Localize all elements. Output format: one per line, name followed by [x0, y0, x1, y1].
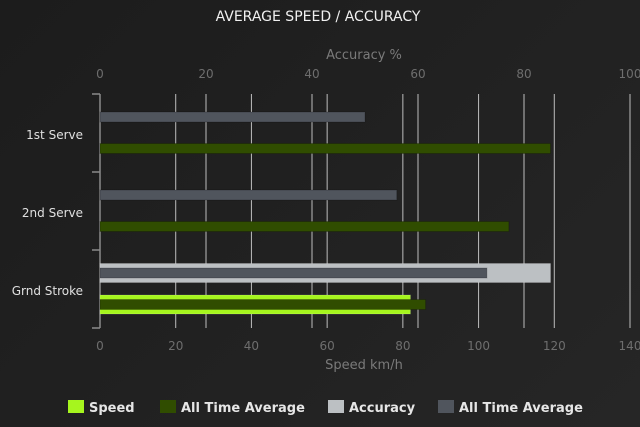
speed-tick-label: 80	[395, 339, 410, 353]
category-label: Grnd Stroke	[12, 284, 83, 298]
accuracy-tick-label: 20	[198, 67, 213, 81]
speed-tick-label: 120	[543, 339, 566, 353]
bar-speed-average	[99, 299, 427, 310]
accuracy-tick-label: 60	[410, 67, 425, 81]
accuracy-tick-label: 0	[96, 67, 104, 81]
accuracy-tick-label: 80	[516, 67, 531, 81]
category-label: 2nd Serve	[22, 206, 83, 220]
legend-swatch	[68, 400, 84, 413]
bar-accuracy-average	[99, 111, 366, 123]
category-label: 1st Serve	[26, 128, 83, 142]
chart-title: AVERAGE SPEED / ACCURACY	[216, 9, 421, 25]
legend-item: Speed	[68, 400, 135, 416]
legend-label: Accuracy	[349, 401, 416, 416]
speed-tick-label: 100	[467, 339, 490, 353]
legend-item: All Time Average	[438, 400, 583, 416]
legend-label: Speed	[89, 401, 135, 416]
bar-speed-average	[99, 221, 510, 232]
legend-label: All Time Average	[459, 401, 583, 416]
legend-swatch	[328, 400, 344, 413]
legend-item: Accuracy	[328, 400, 416, 416]
speed-axis-label: Speed km/h	[325, 358, 403, 373]
speed-tick-label: 40	[244, 339, 259, 353]
bar-accuracy-average	[99, 189, 398, 201]
speed-tick-label: 0	[96, 339, 104, 353]
accuracy-tick-label: 100	[619, 67, 640, 81]
legend-label: All Time Average	[181, 401, 305, 416]
legend-swatch	[438, 400, 454, 413]
legend-item: All Time Average	[160, 400, 305, 416]
bar-speed-average	[99, 143, 551, 154]
legend-swatch	[160, 400, 176, 413]
speed-tick-label: 60	[320, 339, 335, 353]
bar-accuracy-average	[99, 267, 488, 279]
speed-tick-label: 20	[168, 339, 183, 353]
accuracy-tick-label: 40	[304, 67, 319, 81]
speed-tick-label: 140	[619, 339, 640, 353]
accuracy-axis-label: Accuracy %	[326, 48, 402, 63]
